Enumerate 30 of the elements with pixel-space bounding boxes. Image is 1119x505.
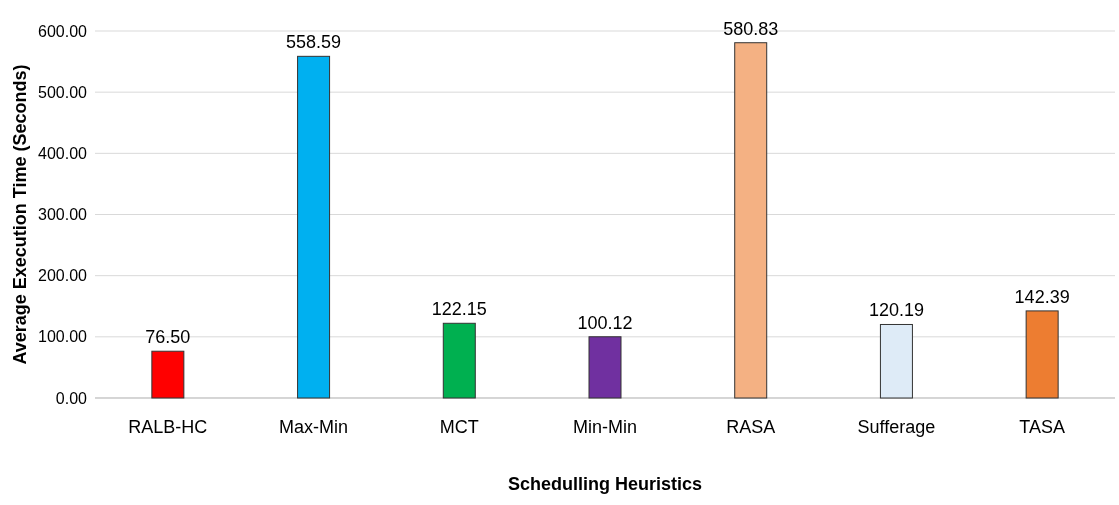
x-axis-title: Schedulling Heuristics bbox=[507, 474, 703, 494]
x-tick-label: Min-Min bbox=[572, 417, 638, 437]
y-tick-label: 600.00 bbox=[38, 22, 88, 40]
y-axis-title: Average Execution Time (Seconds) bbox=[10, 64, 30, 365]
x-tick-label: TASA bbox=[1019, 417, 1065, 437]
bar bbox=[297, 55, 331, 399]
x-tick-label: RASA bbox=[726, 417, 776, 437]
data-label: 558.59 bbox=[286, 32, 342, 53]
x-tick-label: MCT bbox=[439, 417, 479, 437]
y-tick-label: 300.00 bbox=[38, 206, 88, 224]
bar bbox=[734, 42, 768, 399]
bar bbox=[879, 323, 913, 399]
y-tick-label: 400.00 bbox=[38, 144, 88, 162]
data-label: 142.39 bbox=[1014, 286, 1070, 307]
x-tick-label: Max-Min bbox=[279, 417, 349, 437]
x-tick-label: Sufferage bbox=[857, 417, 936, 437]
bar bbox=[442, 322, 476, 399]
data-label: 120.19 bbox=[868, 300, 924, 321]
y-tick-label: 200.00 bbox=[38, 267, 88, 285]
data-label: 122.15 bbox=[431, 299, 487, 320]
y-tick-label: 500.00 bbox=[38, 83, 88, 101]
x-tick-label: RALB-HC bbox=[128, 417, 208, 437]
y-tick-label: 100.00 bbox=[38, 328, 88, 346]
y-tick-label: 0.00 bbox=[55, 389, 88, 407]
bar bbox=[151, 350, 185, 399]
data-label: 100.12 bbox=[577, 312, 633, 333]
bar bbox=[588, 336, 622, 399]
data-label: 580.83 bbox=[723, 18, 779, 39]
bar bbox=[1025, 310, 1059, 399]
data-label: 76.50 bbox=[145, 327, 191, 348]
